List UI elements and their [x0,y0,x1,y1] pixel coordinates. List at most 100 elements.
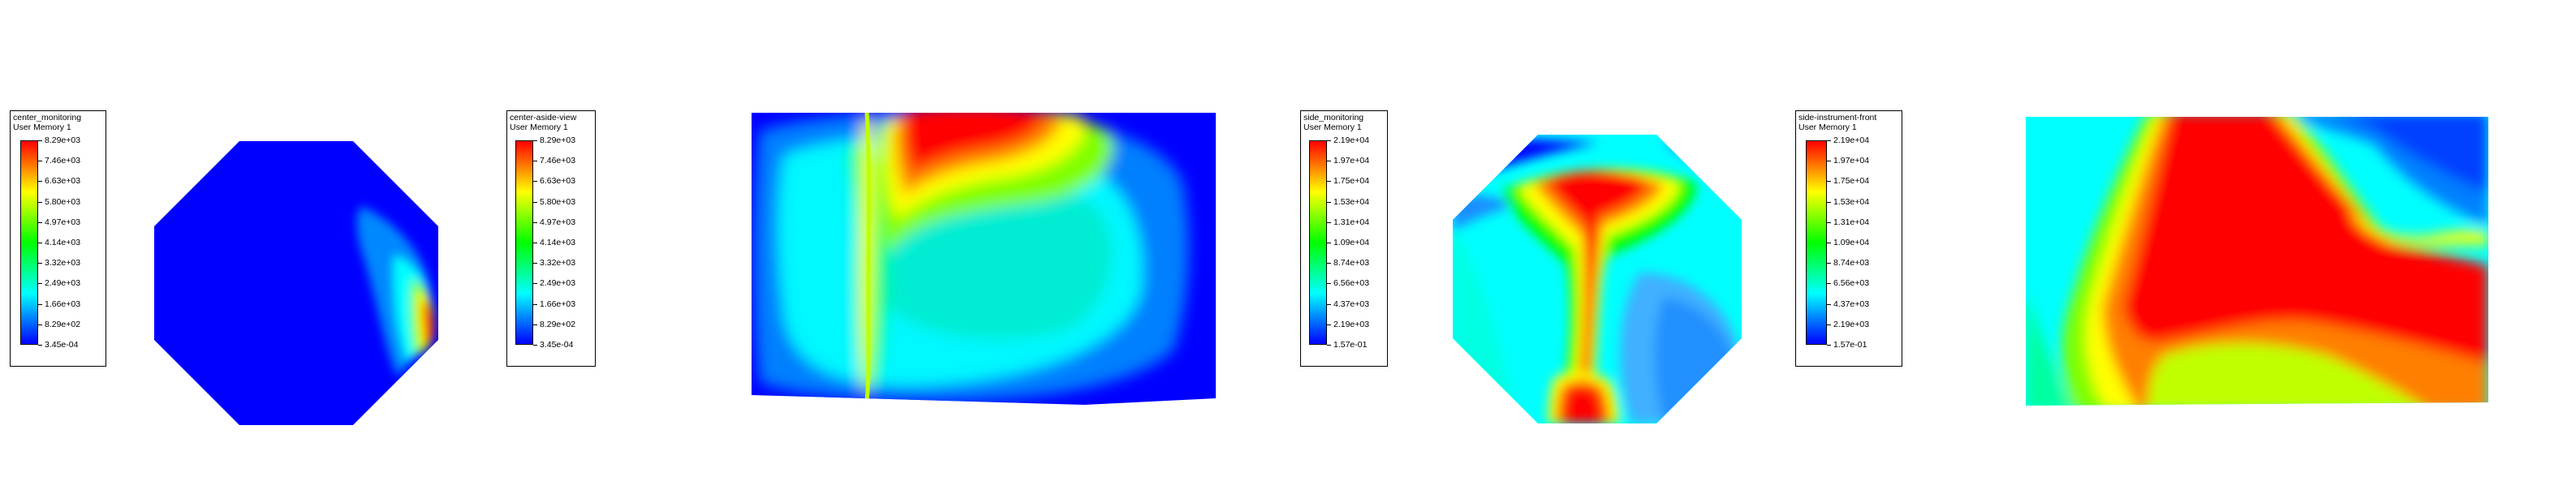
colorbar-tick-label: 7.46e+03 [45,156,81,166]
colorbar-tick-label: 2.19e+04 [1333,135,1370,145]
legend-title: center_monitoring [13,113,82,122]
legend-center-aside-view: center-aside-view User Memory 1 8.29e+03… [506,110,596,367]
colorbar-tick [1827,324,1831,325]
colorbar-tick-label: 7.46e+03 [540,156,576,166]
colorbar-tick [38,221,42,223]
colorbar-tick-label: 2.19e+03 [1333,319,1370,329]
colorbar-tick-label: 1.75e+04 [1833,176,1870,187]
colorbar-tick [38,263,42,264]
colorbar-tick [38,283,42,285]
colorbar-tick-label: 8.74e+03 [1333,258,1370,269]
colorbar-tick [1827,140,1831,141]
colorbar-tick [533,345,537,346]
colorbar-tick [1327,345,1331,346]
legend-title: center-aside-view [510,113,577,122]
colorbar-tick [1327,324,1331,325]
colorbar-tick-label: 2.19e+04 [1833,135,1870,145]
colorbar-tick-label: 4.97e+03 [540,217,576,227]
colorbar-tick-label: 5.80e+03 [45,196,81,207]
colorbar-tick [533,140,537,141]
colorbar-tick-label: 2.49e+03 [540,278,576,289]
colorbar-tick [1327,140,1331,141]
colorbar [1309,140,1327,345]
colorbar-tick-label: 1.09e+04 [1833,238,1870,247]
colorbar-tick-label: 8.74e+03 [1833,258,1870,269]
legend-subtitle: User Memory 1 [13,122,71,132]
colorbar-tick [1827,181,1831,183]
colorbar-tick-label: 1.97e+04 [1333,156,1370,166]
colorbar-tick-label: 1.57e-01 [1333,340,1368,350]
legend-subtitle: User Memory 1 [1303,122,1362,132]
colorbar-tick-label: 8.29e+02 [45,319,81,329]
colorbar-tick [533,221,537,223]
colorbar-tick-label: 8.29e+03 [540,135,576,145]
colorbar-tick-label: 1.53e+04 [1333,196,1370,207]
colorbar-tick [38,303,42,305]
colorbar-tick [38,345,42,346]
colorbar-tick [38,201,42,203]
legend-subtitle: User Memory 1 [1798,122,1857,132]
colorbar-tick [1827,345,1831,346]
colorbar-tick-label: 3.32e+03 [540,258,576,269]
colorbar-tick [533,181,537,183]
legend-title: side_monitoring [1303,113,1364,122]
contour-view-side-instrument-front [2026,117,2488,406]
colorbar [20,140,38,345]
colorbar [515,140,533,345]
colorbar-tick-label: 1.57e-01 [1833,340,1867,350]
contour-view-center-aside [752,113,1216,405]
contour-view-side-monitoring [1453,135,1742,423]
colorbar-tick-label: 1.66e+03 [45,299,81,309]
colorbar-tick-label: 4.97e+03 [45,217,81,227]
colorbar-tick [1327,181,1331,183]
colorbar-tick-label: 3.45e-04 [540,340,574,350]
contour-view-center-monitoring [154,141,438,425]
colorbar-tick-label: 5.80e+03 [540,196,576,207]
colorbar-tick [1827,221,1831,223]
colorbar-tick-label: 3.32e+03 [45,258,81,269]
colorbar-tick [38,324,42,325]
colorbar-tick [1327,283,1331,285]
colorbar-tick-label: 6.56e+03 [1833,278,1870,289]
colorbar-tick [1327,303,1331,305]
colorbar-tick-label: 1.31e+04 [1333,217,1370,227]
colorbar-tick-label: 8.29e+02 [540,319,576,329]
colorbar-tick-label: 6.63e+03 [45,176,81,187]
colorbar-tick-label: 6.56e+03 [1333,278,1370,289]
colorbar-tick-label: 8.29e+03 [45,135,81,145]
colorbar-tick-label: 4.14e+03 [540,238,576,247]
legend-side-monitoring: side_monitoring User Memory 1 2.19e+04 1.… [1300,110,1388,367]
colorbar-tick [1827,263,1831,264]
colorbar-tick [1827,303,1831,305]
colorbar-tick [1327,221,1331,223]
legend-center-monitoring: center_monitoring User Memory 1 8.29e+03… [10,110,106,367]
colorbar-tick [1327,201,1331,203]
colorbar [1806,140,1827,345]
colorbar-tick [533,201,537,203]
colorbar-tick-label: 1.09e+04 [1333,238,1370,247]
colorbar-tick-label: 3.45e-04 [45,340,79,350]
colorbar-tick-label: 2.19e+03 [1833,319,1870,329]
colorbar-tick [533,283,537,285]
colorbar-tick-label: 1.31e+04 [1833,217,1870,227]
colorbar-tick-label: 1.97e+04 [1833,156,1870,166]
legend-title: side-instrument-front [1798,113,1877,122]
colorbar-tick [1327,263,1331,264]
colorbar-tick-label: 1.66e+03 [540,299,576,309]
legend-side-instrument-front: side-instrument-front User Memory 1 2.19… [1795,110,1902,367]
colorbar-tick-label: 4.37e+03 [1833,299,1870,309]
colorbar-tick-label: 6.63e+03 [540,176,576,187]
colorbar-tick [1827,201,1831,203]
colorbar-tick [533,324,537,325]
colorbar-tick [38,181,42,183]
colorbar-tick-label: 1.75e+04 [1333,176,1370,187]
legend-subtitle: User Memory 1 [510,122,568,132]
colorbar-tick [533,263,537,264]
colorbar-tick-label: 4.14e+03 [45,238,81,247]
colorbar-tick-label: 1.53e+04 [1833,196,1870,207]
colorbar-tick [533,303,537,305]
colorbar-tick [1827,283,1831,285]
colorbar-tick-label: 2.49e+03 [45,278,81,289]
colorbar-tick [38,140,42,141]
colorbar-tick-label: 4.37e+03 [1333,299,1370,309]
